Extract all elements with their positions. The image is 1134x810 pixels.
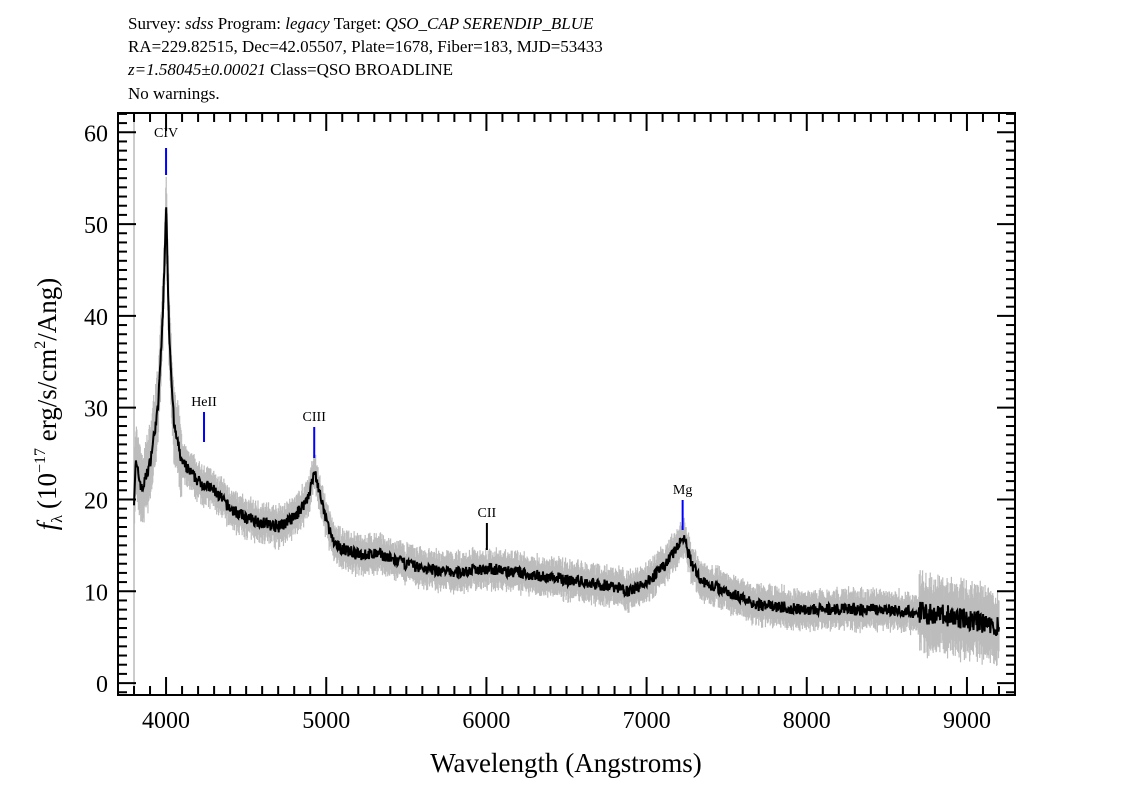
- y-tick-label: 40: [84, 305, 108, 331]
- x-tick-label: 5000: [302, 708, 350, 734]
- header-coords: RA=229.82515, Dec=42.05507, Plate=1678, …: [128, 37, 603, 56]
- target-label: Target:: [333, 14, 382, 33]
- y-tick-label: 20: [84, 488, 108, 514]
- header-survey-line: Survey: sdss Program: legacy Target: QSO…: [128, 14, 593, 34]
- x-tick-label: 4000: [142, 708, 190, 734]
- header-warnings: No warnings.: [128, 84, 220, 103]
- program-label: Program:: [217, 14, 282, 33]
- class: Class=QSO BROADLINE: [270, 60, 454, 79]
- header-redshift-line: z=1.58045±0.00021 Class=QSO BROADLINE: [128, 60, 453, 80]
- redshift: z=1.58045±0.00021: [128, 60, 266, 79]
- emission-line-markers: CIV HeII CIII CII Mg: [154, 126, 692, 550]
- y-tick-label: 0: [96, 672, 108, 698]
- y-tick-label: 60: [84, 121, 108, 147]
- y-tick-label: 10: [84, 580, 108, 606]
- x-axis-title: Wavelength (Angstroms): [430, 748, 702, 778]
- line-label-ciii: CIII: [303, 410, 327, 425]
- x-tick-label: 9000: [943, 708, 991, 734]
- survey-label: Survey:: [128, 14, 181, 33]
- line-label-civ: CIV: [154, 126, 178, 141]
- survey-value: sdss: [185, 14, 214, 33]
- y-axis-title: fλ(10−17 erg/s/cm2/Ang): [32, 278, 66, 531]
- x-tick-label: 6000: [462, 708, 510, 734]
- y-tick-label: 30: [84, 397, 108, 423]
- y-tick-label: 50: [84, 213, 108, 239]
- axis-ticks: 4000 5000 6000 7000 8000 9000 0 10 20 30 40 50 60: [84, 112, 1016, 734]
- x-tick-label: 8000: [783, 708, 831, 734]
- program-value: legacy: [285, 14, 330, 33]
- flux-line: [133, 207, 1000, 636]
- line-label-heii: HeII: [191, 395, 217, 410]
- x-tick-label: 7000: [623, 708, 671, 734]
- line-label-cii: CII: [478, 506, 497, 521]
- line-label-mg: Mg: [673, 483, 692, 498]
- target-value: QSO_CAP SERENDIP_BLUE: [385, 14, 594, 33]
